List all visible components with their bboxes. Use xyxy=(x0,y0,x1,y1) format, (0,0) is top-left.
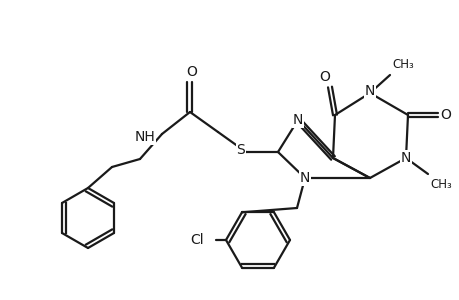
Text: N: N xyxy=(364,84,375,98)
Text: N: N xyxy=(299,171,309,185)
Text: N: N xyxy=(292,113,302,127)
Text: O: O xyxy=(319,70,330,84)
Text: CH₃: CH₃ xyxy=(391,58,413,71)
Text: N: N xyxy=(400,151,410,165)
Text: O: O xyxy=(440,108,450,122)
Text: Cl: Cl xyxy=(190,233,203,247)
Text: O: O xyxy=(186,65,197,79)
Text: S: S xyxy=(236,143,245,157)
Text: NH: NH xyxy=(134,130,155,144)
Text: CH₃: CH₃ xyxy=(429,178,451,191)
